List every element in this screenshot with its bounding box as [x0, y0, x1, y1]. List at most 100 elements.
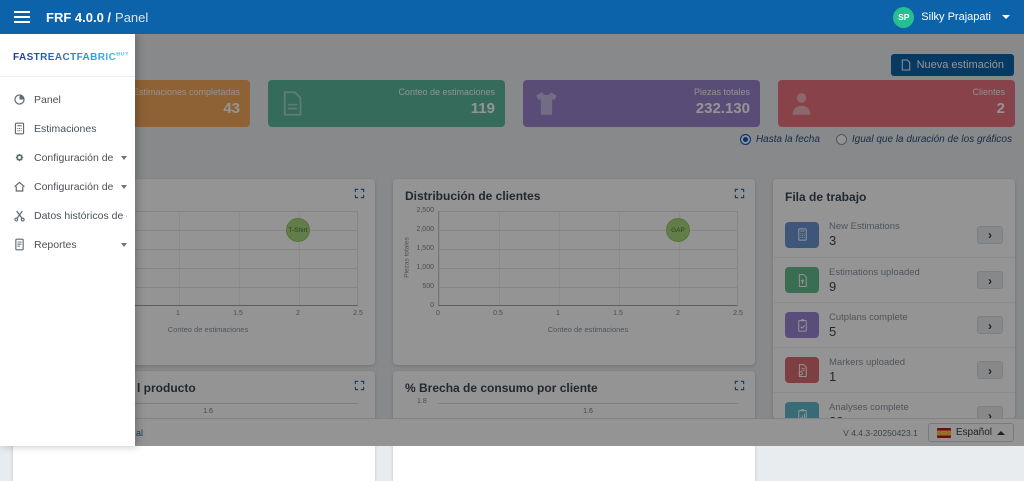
chart-title: l producto: [137, 381, 196, 395]
radio-label: Hasta la fecha: [755, 134, 820, 145]
stat-card-label: Estimaciones completadas: [132, 87, 240, 97]
y-tick: 1,500: [416, 245, 434, 252]
sidebar-item-reportes[interactable]: Reportes: [0, 230, 135, 259]
sidebar-item-label: Configuración de la organización: [34, 180, 113, 193]
y-tick: 0: [430, 302, 434, 309]
expand-icon[interactable]: [354, 188, 365, 199]
sidebar-item-label: Configuración de ejecución: [34, 151, 113, 164]
go-button[interactable]: [977, 406, 1003, 419]
radio-same-duration[interactable]: Igual que la duración de los gráficos: [835, 134, 1012, 145]
sidebar-item-estimaciones[interactable]: Estimaciones: [0, 114, 135, 143]
radio-to-date[interactable]: Hasta la fecha: [739, 134, 820, 145]
sidebar-item-datos-historicos[interactable]: Datos históricos de corte: [0, 201, 135, 230]
bubble-gap[interactable]: GAP: [666, 218, 690, 242]
sidebar-item-label: Estimaciones: [34, 122, 97, 135]
work-queue-item-value: 3: [829, 233, 837, 248]
expand-icon[interactable]: [734, 380, 745, 391]
sidebar-item-label: Reportes: [34, 238, 77, 251]
bubble-tshirt[interactable]: T-Shirt: [286, 218, 310, 242]
pie-chart-icon: [13, 93, 26, 106]
stat-card-value: 2: [996, 100, 1005, 117]
new-estimation-button[interactable]: Nueva estimación: [890, 54, 1014, 76]
sidebar-item-label: Panel: [34, 93, 61, 106]
radio-unchecked-icon: [835, 134, 847, 145]
stat-card-clients: Clientes 2: [778, 80, 1015, 127]
x-tick: 2: [296, 310, 300, 317]
x-tick: 0.5: [493, 310, 503, 317]
stat-card-label: Clientes: [972, 87, 1005, 97]
stat-card-label: Piezas totales: [693, 87, 750, 97]
brand-logo-text: FASTREACTFABRIC: [13, 52, 117, 63]
sidebar-item-panel[interactable]: Panel: [0, 85, 135, 114]
scissors-icon: [13, 209, 26, 222]
language-selector[interactable]: Español: [927, 423, 1014, 442]
clipboard-chart-icon: [785, 402, 819, 419]
brand-logo-sup: BUY: [116, 51, 130, 58]
y-tick: 2,500: [416, 207, 434, 214]
document-icon: [901, 59, 910, 71]
work-queue-item: Markers uploaded 1: [773, 347, 1015, 392]
stat-card-value: 232.130: [695, 100, 750, 117]
work-queue-item-value: 28: [829, 414, 909, 420]
y-tick: 2,000: [416, 226, 434, 233]
app-title: FRF 4.0.0 /Panel: [46, 10, 148, 25]
work-queue-item: Analyses complete 28: [773, 392, 1015, 419]
stat-card-value: 43: [223, 100, 240, 117]
gear-icon: [13, 151, 26, 164]
work-queue-item: New Estimations 3: [773, 212, 1015, 257]
go-button[interactable]: [977, 271, 1003, 289]
brand-logo: FASTREACTFABRICBUY: [0, 34, 135, 77]
expand-icon[interactable]: [734, 188, 745, 199]
sidebar-item-config-ejecucion[interactable]: Configuración de ejecución: [0, 143, 135, 172]
go-button[interactable]: [977, 361, 1003, 379]
axis-line: [58, 403, 358, 404]
stat-card-total-pieces: Piezas totales 232.130: [523, 80, 760, 127]
go-button[interactable]: [977, 316, 1003, 334]
sidebar: FASTREACTFABRICBUY Panel Estimaciones Co…: [0, 34, 135, 446]
radio-label: Igual que la duración de los gráficos: [851, 134, 1012, 145]
version-label: V 4.4.3-20250423.1: [843, 427, 918, 438]
menu-toggle-icon[interactable]: [14, 11, 30, 23]
sidebar-backdrop-overlay[interactable]: [0, 34, 1024, 446]
tick-label: 1.8: [417, 398, 427, 405]
work-queue-item-label: New Estimations: [829, 221, 900, 232]
language-label: Español: [955, 427, 992, 438]
work-queue-item: Estimations uploaded 9: [773, 257, 1015, 302]
spain-flag-icon: [936, 427, 951, 438]
app-version: FRF 4.0.0 /: [46, 9, 112, 25]
top-navbar: FRF 4.0.0 /Panel SP Silky Prajapati: [0, 0, 1024, 34]
new-estimation-label: Nueva estimación: [916, 59, 1004, 71]
x-tick: 1: [176, 310, 180, 317]
user-menu[interactable]: SP Silky Prajapati: [893, 6, 1010, 28]
work-queue-item-label: Cutplans complete: [829, 311, 908, 323]
file-upload-icon: [785, 267, 819, 293]
document-icon: [278, 90, 305, 122]
go-button[interactable]: [977, 225, 1003, 244]
date-range-filter: Hasta la fecha Igual que la duración de …: [739, 134, 1012, 145]
footer-text-fragment: al: [136, 427, 144, 438]
breadcrumb-section: Panel: [115, 9, 149, 25]
stat-card-value: 119: [470, 100, 495, 117]
work-queue-card: Fila de trabajo New Estimations 3 Estima…: [773, 179, 1015, 419]
x-tick: 2.5: [733, 310, 743, 317]
sidebar-item-config-organizacion[interactable]: Configuración de la organización: [0, 172, 135, 201]
work-queue-title: Fila de trabajo: [785, 190, 867, 204]
expand-icon[interactable]: [354, 380, 365, 391]
sidebar-item-label: Datos históricos de corte: [34, 209, 127, 222]
axis-line: [438, 403, 738, 404]
chevron-up-icon: [997, 430, 1005, 435]
calculator-icon: [13, 122, 26, 135]
stat-card-label: Conteo de estimaciones: [398, 87, 495, 97]
work-queue-item: Cutplans complete 5: [773, 302, 1015, 347]
stat-card-estimation-count: Conteo de estimaciones 119: [268, 80, 505, 127]
avatar: SP: [893, 6, 915, 28]
chevron-down-icon: [121, 242, 127, 247]
work-queue-item-label: Estimations uploaded: [829, 266, 920, 278]
tick-label: 1.6: [203, 408, 213, 415]
chart-card-client-distribution: Distribución de clientes Piezas totales …: [393, 179, 755, 365]
x-axis-label: Conteo de estimaciones: [547, 325, 629, 334]
x-tick: 1.5: [613, 310, 623, 317]
chevron-down-icon: [121, 155, 127, 160]
chevron-down-icon: [1002, 15, 1010, 19]
sidebar-menu: Panel Estimaciones Configuración de ejec…: [0, 77, 135, 259]
